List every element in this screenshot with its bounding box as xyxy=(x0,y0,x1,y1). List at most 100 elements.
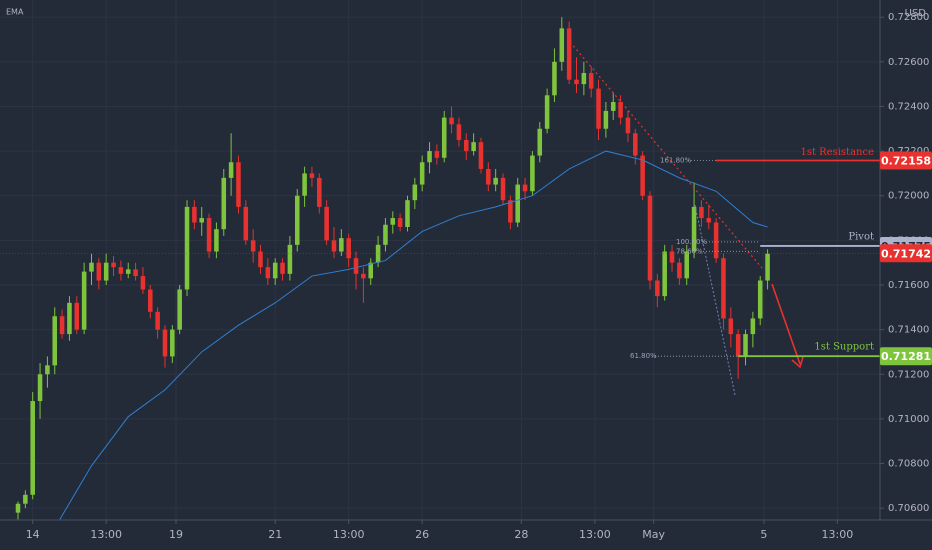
x-tick-label: 5 xyxy=(760,528,767,541)
candle-body xyxy=(669,251,675,263)
candle-body xyxy=(103,262,109,281)
level-label: 1st Support xyxy=(814,342,874,353)
candle-body xyxy=(765,253,770,281)
candle-body xyxy=(368,262,374,279)
candle-body xyxy=(390,218,396,225)
y-tick-label: 0.72400 xyxy=(888,101,929,112)
candle-body xyxy=(456,124,462,140)
candle-body xyxy=(170,329,175,357)
candle-body xyxy=(302,173,307,196)
candle-body xyxy=(250,240,256,252)
candle-body xyxy=(691,206,697,252)
candle-body xyxy=(596,88,601,129)
fib-label: 61.80% xyxy=(630,352,657,360)
y-tick-label: 0.71200 xyxy=(888,369,929,380)
candle-body xyxy=(500,177,506,201)
price-tag xyxy=(880,244,932,263)
candle-body xyxy=(434,151,440,158)
candle-body xyxy=(214,229,219,252)
candle-body xyxy=(610,101,616,111)
candle-body xyxy=(640,155,645,196)
fib-label: 161.80% xyxy=(660,156,691,164)
candle-body xyxy=(735,334,741,357)
candle-body xyxy=(74,302,80,330)
x-tick-label: 19 xyxy=(169,528,183,541)
candle-body xyxy=(148,289,153,312)
x-tick-label: 28 xyxy=(514,528,528,541)
axes: 0.728000.726000.724000.722000.720000.718… xyxy=(26,12,932,541)
x-tick-label: May xyxy=(642,528,665,541)
candle-body xyxy=(118,267,124,274)
candle-body xyxy=(133,269,138,277)
candle-body xyxy=(559,28,565,62)
candle-body xyxy=(236,162,241,207)
candle-body xyxy=(162,329,168,357)
fib-line xyxy=(694,204,736,396)
price-tag-label: 0.71281 xyxy=(881,350,931,363)
candle-body xyxy=(419,162,425,185)
candle-body xyxy=(530,155,535,192)
fib-label: 100.00% xyxy=(676,238,707,246)
candle-body xyxy=(588,72,594,89)
candle-body xyxy=(713,222,719,259)
candle-body xyxy=(317,177,322,207)
price-tag xyxy=(880,347,932,366)
price-tag xyxy=(880,151,932,170)
candle-body xyxy=(184,206,190,290)
indicator-label: EMA xyxy=(6,8,24,17)
candle-body xyxy=(449,117,454,125)
x-tick-label: 13:00 xyxy=(822,528,854,541)
candle-body xyxy=(221,177,227,230)
candle-body xyxy=(96,262,102,281)
candle-body xyxy=(699,206,704,219)
candle-body xyxy=(515,184,520,223)
x-tick-label: 13:00 xyxy=(579,528,611,541)
candle-body xyxy=(655,280,660,297)
candle-body xyxy=(537,128,543,156)
candle-body xyxy=(574,79,579,85)
candle-body xyxy=(463,139,469,152)
candle-body xyxy=(706,218,712,223)
candle-body xyxy=(287,244,293,274)
candle-body xyxy=(677,262,682,279)
candle-body xyxy=(522,184,528,192)
candle-body xyxy=(478,142,484,169)
y-tick-label: 0.70600 xyxy=(888,503,929,514)
y-tick-label: 0.72600 xyxy=(888,57,929,68)
candle-body xyxy=(30,401,35,495)
candle-body xyxy=(566,28,572,80)
candle-body xyxy=(721,258,726,319)
candle-body xyxy=(206,218,212,252)
arrow-head xyxy=(791,356,804,369)
x-tick-label: 13:00 xyxy=(333,528,365,541)
currency-label[interactable]: USD xyxy=(905,8,927,19)
price-tag-label: 0.71742 xyxy=(881,247,931,260)
y-tick-label: 0.72000 xyxy=(888,191,929,202)
time-axis xyxy=(0,520,880,550)
price-tag-label: 0.72158 xyxy=(881,154,931,167)
candle-body xyxy=(155,311,160,330)
candle-body xyxy=(441,117,447,158)
candle-body xyxy=(111,262,116,268)
candle-body xyxy=(375,244,381,263)
candle-body xyxy=(125,269,131,274)
candle-body xyxy=(405,200,410,227)
candle-body xyxy=(339,238,344,252)
ema-line xyxy=(59,150,768,520)
candle-body xyxy=(684,251,690,279)
level-label: 1st Resistance xyxy=(800,147,874,158)
y-tick-label: 0.71400 xyxy=(888,325,929,336)
candle-body xyxy=(15,503,21,513)
candle-body xyxy=(353,258,359,274)
candle-body xyxy=(728,318,734,335)
price-axis xyxy=(880,0,932,550)
candle-body xyxy=(633,133,638,156)
candle-body xyxy=(427,151,432,163)
candle-body xyxy=(265,267,271,279)
y-tick-label: 0.71600 xyxy=(888,280,929,291)
fib-label: 78.60% xyxy=(676,247,703,255)
x-tick-label: 13:00 xyxy=(90,528,122,541)
x-tick-label: 21 xyxy=(268,528,282,541)
candle-body xyxy=(625,117,631,134)
